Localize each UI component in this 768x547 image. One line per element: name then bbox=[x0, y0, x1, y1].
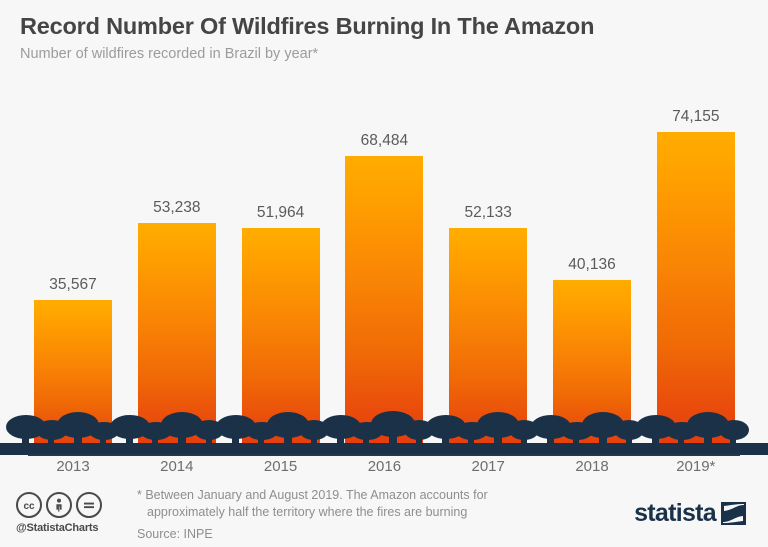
bar-group bbox=[553, 280, 631, 455]
cc-nd-equals-icon[interactable] bbox=[76, 492, 102, 518]
statista-charts-handle: @StatistaCharts bbox=[16, 522, 99, 534]
x-axis-tick-2018: 2018 bbox=[575, 458, 609, 475]
bar-value-label: 35,567 bbox=[49, 276, 97, 293]
statista-logo[interactable]: statista bbox=[634, 501, 746, 526]
bar-group bbox=[656, 132, 735, 455]
x-axis-labels: 2013 2014 2015 2016 2017 2018 2019* bbox=[0, 458, 768, 482]
footnote-line-2: approximately half the territory where t… bbox=[147, 504, 468, 519]
x-axis-tick-2015: 2015 bbox=[263, 458, 298, 475]
chart-header: Record Number Of Wildfires Burning In Th… bbox=[20, 13, 750, 63]
cc-icon[interactable]: cc bbox=[16, 492, 42, 518]
cc-by-person-icon[interactable] bbox=[46, 492, 72, 518]
bar-group bbox=[241, 228, 320, 455]
bar[interactable] bbox=[241, 228, 320, 455]
page-title: Record Number Of Wildfires Burning In Th… bbox=[20, 13, 595, 39]
bar-group bbox=[449, 228, 528, 455]
person-glyph-icon bbox=[56, 498, 62, 512]
footnote: * Between January and August 2019. The A… bbox=[137, 487, 557, 521]
x-axis-tick-2014: 2014 bbox=[160, 458, 194, 475]
bar-value-label: 40,136 bbox=[568, 256, 616, 273]
source-text: Source: INPE bbox=[137, 527, 213, 541]
svg-text:cc: cc bbox=[23, 501, 35, 512]
equals-glyph-icon bbox=[84, 502, 94, 509]
cc-glyph-icon: cc bbox=[23, 501, 35, 512]
statista-logo-mark-icon bbox=[721, 502, 746, 525]
bar[interactable] bbox=[34, 300, 112, 455]
bar-value-label: 52,133 bbox=[464, 204, 512, 221]
bar-value-label: 51,964 bbox=[256, 204, 305, 221]
bar-value-label: 68,484 bbox=[360, 132, 409, 149]
bar-group bbox=[345, 156, 424, 455]
x-axis-tick-2016: 2016 bbox=[367, 458, 402, 475]
bar[interactable] bbox=[137, 223, 216, 455]
creative-commons-block: cc @StatistaCharts bbox=[16, 492, 126, 534]
logo-mark-shape-icon bbox=[721, 502, 746, 525]
x-axis-tick-2013: 2013 bbox=[56, 458, 90, 475]
bar-group bbox=[137, 223, 216, 455]
chart-footer: cc @StatistaCharts bbox=[0, 487, 768, 547]
x-axis-tick-2017: 2017 bbox=[471, 458, 505, 475]
bar[interactable] bbox=[449, 228, 528, 455]
bar-group bbox=[34, 300, 112, 455]
chart-subtitle: Number of wildfires recorded in Brazil b… bbox=[20, 45, 319, 62]
bar[interactable] bbox=[345, 156, 424, 455]
bar[interactable] bbox=[656, 132, 735, 455]
x-axis-line bbox=[28, 454, 740, 456]
bar-value-label: 53,238 bbox=[153, 199, 201, 216]
footnote-line-1: * Between January and August 2019. The A… bbox=[137, 488, 488, 502]
x-axis-tick-2019: 2019* bbox=[676, 458, 716, 475]
statista-wordmark: statista bbox=[634, 499, 717, 527]
bar[interactable] bbox=[553, 280, 631, 455]
bar-value-label: 74,155 bbox=[672, 108, 720, 125]
